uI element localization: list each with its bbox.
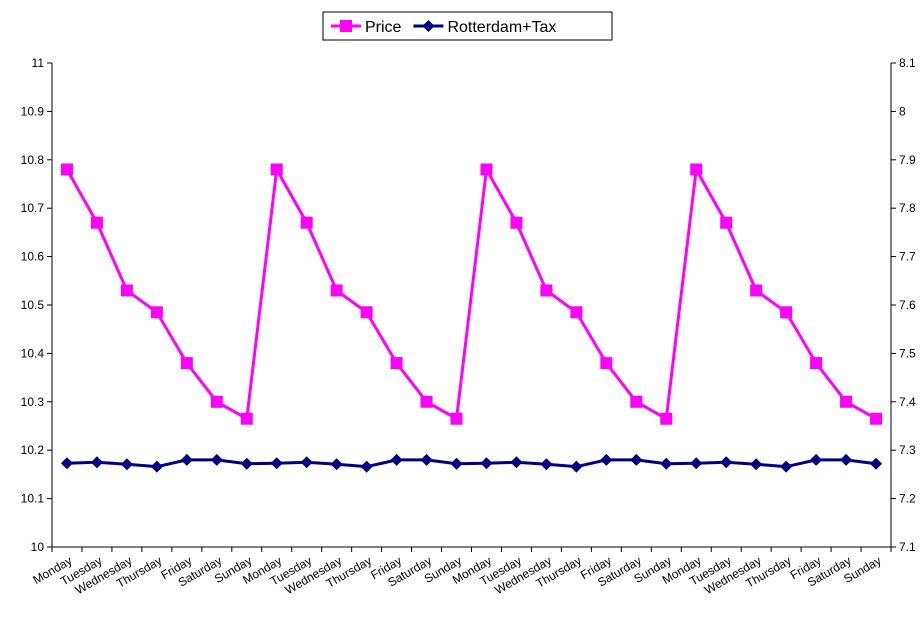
price-marker [660, 412, 673, 425]
rotterdam-tax-marker [270, 457, 283, 470]
price-marker [840, 395, 853, 408]
legend-swatch-marker [340, 20, 352, 32]
price-marker [720, 216, 733, 229]
rotterdam-tax-marker [630, 453, 643, 466]
rotterdam-tax-series-line [66, 458, 877, 469]
rotterdam-tax-marker [810, 453, 823, 466]
right-y-tick-label: 7.5 [899, 346, 916, 360]
price-marker [690, 163, 703, 176]
price-marker [240, 412, 253, 425]
left-y-tick-label: 10 [31, 540, 45, 554]
price-marker [420, 395, 433, 408]
rotterdam-tax-marker [60, 457, 73, 470]
price-marker [180, 357, 193, 370]
rotterdam-tax-marker [240, 457, 253, 470]
rotterdam-tax-marker [300, 456, 313, 469]
rotterdam-tax-marker [120, 458, 133, 471]
right-y-tick-label: 7.4 [899, 395, 916, 409]
price-marker [480, 163, 493, 176]
left-y-tick-label: 10.8 [21, 153, 45, 167]
left-y-tick-label: 10.1 [21, 492, 45, 506]
rotterdam-tax-marker [600, 453, 613, 466]
price-series-line [65, 164, 877, 422]
rotterdam-tax-marker [870, 457, 883, 470]
left-y-tick-label: 10.2 [21, 443, 45, 457]
price-marker [630, 395, 643, 408]
rotterdam-tax-marker [660, 457, 673, 470]
legend-label: Rotterdam+Tax [447, 19, 556, 36]
rotterdam-tax-marker [480, 457, 493, 470]
rotterdam-tax-marker [720, 456, 733, 469]
legend-box [322, 11, 613, 41]
price-marker [810, 357, 823, 370]
rotterdam-tax-marker [750, 458, 763, 471]
legend-label: Price [365, 19, 402, 36]
price-marker [750, 284, 763, 297]
legend-swatch-marker [422, 20, 435, 32]
price-marker [600, 357, 613, 370]
rotterdam-tax-marker [540, 458, 553, 471]
right-y-tick-label: 7.7 [899, 250, 916, 264]
price-marker [570, 306, 583, 319]
price-marker [210, 395, 223, 408]
right-y-tick-label: 8.1 [899, 56, 916, 70]
price-marker [510, 216, 523, 229]
rotterdam-tax-marker [690, 457, 703, 470]
rotterdam-tax-marker [90, 456, 103, 469]
rotterdam-tax-marker [840, 453, 853, 466]
left-y-tick-label: 10.4 [21, 346, 45, 360]
left-y-tick-label: 10.7 [21, 201, 45, 215]
price-marker [780, 306, 793, 319]
rotterdam-tax-marker [180, 453, 193, 466]
price-marker [540, 284, 553, 297]
left-y-tick-label: 10.6 [21, 250, 45, 264]
rotterdam-tax-marker [510, 456, 523, 469]
price-marker [390, 357, 403, 370]
left-y-tick-label: 10.9 [21, 104, 45, 118]
left-y-tick-label: 10.5 [21, 298, 45, 312]
rotterdam-tax-marker [360, 460, 373, 473]
rotterdam-tax-marker [330, 458, 343, 471]
left-y-tick-label: 10.3 [21, 395, 45, 409]
price-marker [450, 412, 463, 425]
rotterdam-tax-marker [450, 457, 463, 470]
rotterdam-tax-marker [420, 453, 433, 466]
price-marker [330, 284, 343, 297]
rotterdam-tax-marker [210, 453, 223, 466]
left-y-tick-label: 11 [32, 56, 45, 70]
right-y-tick-label: 7.3 [899, 443, 916, 457]
rotterdam-tax-marker [150, 460, 163, 473]
right-y-tick-label: 7.8 [899, 201, 916, 215]
price-marker [90, 216, 103, 229]
price-marker [360, 306, 373, 319]
price-marker [150, 306, 163, 319]
right-y-tick-label: 8 [899, 104, 906, 118]
right-y-tick-label: 7.9 [899, 153, 916, 167]
rotterdam-tax-marker [390, 453, 403, 466]
price-marker [120, 284, 133, 297]
rotterdam-tax-marker [570, 460, 583, 473]
right-y-tick-label: 7.1 [899, 540, 916, 554]
price-marker [300, 216, 313, 229]
right-y-tick-label: 7.6 [899, 298, 916, 312]
price-marker [270, 163, 283, 176]
price-marker [870, 412, 883, 425]
right-y-tick-label: 7.2 [899, 492, 916, 506]
rotterdam-tax-marker [780, 460, 793, 473]
price-marker [60, 163, 73, 176]
